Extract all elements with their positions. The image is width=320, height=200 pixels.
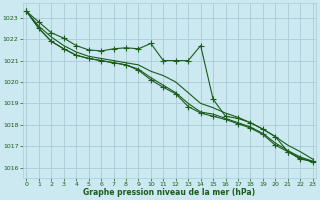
X-axis label: Graphe pression niveau de la mer (hPa): Graphe pression niveau de la mer (hPa): [84, 188, 256, 197]
